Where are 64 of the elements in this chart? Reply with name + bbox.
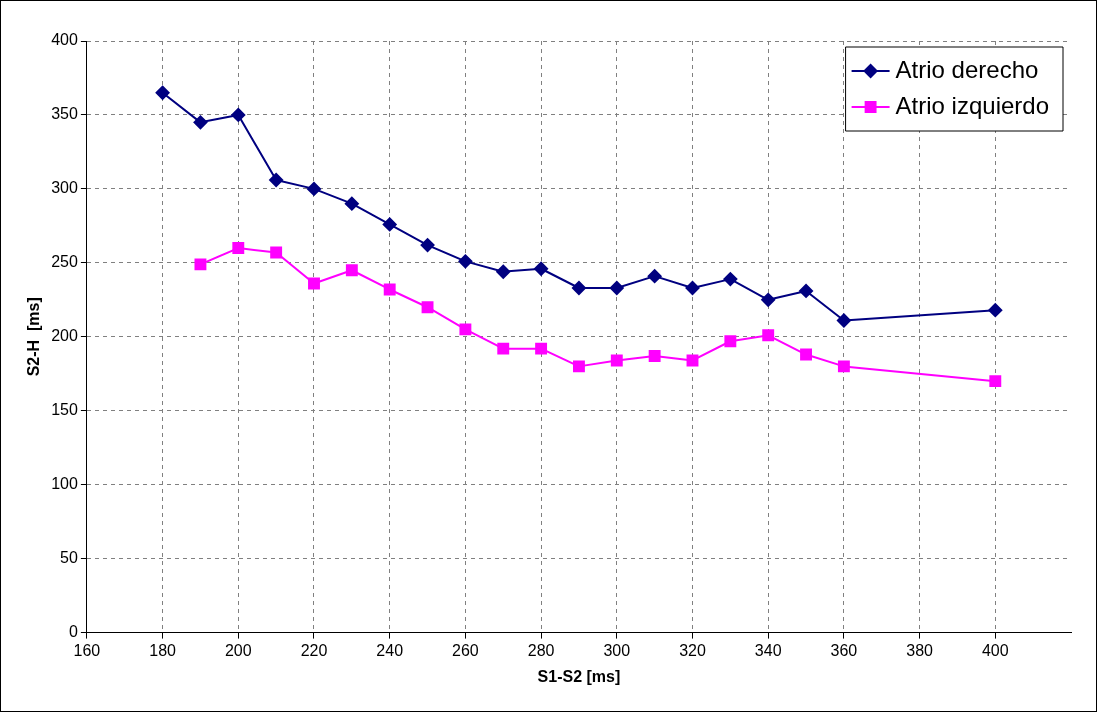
point	[269, 173, 284, 188]
legend-label: Atrio izquierdo	[895, 91, 1050, 119]
point	[421, 301, 434, 314]
point	[989, 375, 1002, 388]
x-tick-label: 200	[224, 641, 252, 659]
point	[800, 348, 812, 361]
x-tick-label: 180	[149, 641, 177, 659]
point	[647, 269, 662, 284]
point	[344, 196, 359, 211]
x-tick-label: 340	[754, 641, 782, 659]
point	[724, 335, 737, 348]
point	[307, 181, 321, 196]
y-tick-label: 400	[51, 31, 78, 49]
point	[761, 292, 776, 307]
point	[420, 238, 435, 253]
point	[232, 242, 245, 255]
x-tick-label: 280	[527, 641, 555, 659]
point	[345, 264, 358, 277]
point	[496, 264, 511, 279]
point	[382, 217, 397, 232]
point	[194, 258, 207, 271]
x-tick-label: 220	[300, 641, 328, 659]
point	[685, 280, 700, 295]
y-tick-label: 100	[51, 475, 78, 493]
x-tick-label: 160	[73, 641, 101, 659]
y-tick-label: 150	[51, 401, 78, 419]
point	[836, 313, 851, 328]
x-tick-label: 400	[981, 641, 1009, 659]
point	[988, 303, 1003, 318]
point	[193, 115, 208, 130]
x-tick-label: 360	[830, 641, 858, 659]
point	[571, 280, 586, 295]
point	[383, 283, 396, 296]
y-tick-label: 0	[68, 623, 78, 641]
y-axis-title: S2-H [ms]	[25, 297, 43, 377]
point	[497, 342, 510, 355]
point	[837, 360, 850, 373]
point	[270, 246, 283, 259]
x-tick-label: 260	[452, 641, 479, 659]
x-tick-label: 240	[376, 641, 404, 659]
y-tick-label: 300	[51, 179, 78, 197]
x-tick-label: 300	[603, 641, 631, 659]
y-tick-label: 250	[51, 253, 78, 271]
x-tick-label: 320	[679, 641, 706, 659]
y-tick-label: 350	[51, 105, 78, 123]
point	[648, 350, 661, 362]
y-tick-label: 50	[60, 549, 78, 567]
point	[308, 277, 320, 290]
point	[155, 85, 170, 100]
legend-label: Atrio derecho	[895, 55, 1039, 83]
x-axis-title: S1-S2 [ms]	[537, 667, 621, 685]
point	[609, 280, 624, 295]
point	[534, 261, 549, 276]
y-tick-label: 200	[51, 327, 78, 345]
point	[459, 323, 472, 336]
point	[799, 283, 814, 298]
point	[762, 329, 775, 342]
point	[535, 342, 548, 355]
point	[610, 354, 623, 367]
point	[573, 360, 585, 373]
point	[231, 107, 246, 122]
point	[723, 272, 738, 287]
point	[458, 254, 473, 269]
x-tick-label: 380	[906, 641, 934, 659]
